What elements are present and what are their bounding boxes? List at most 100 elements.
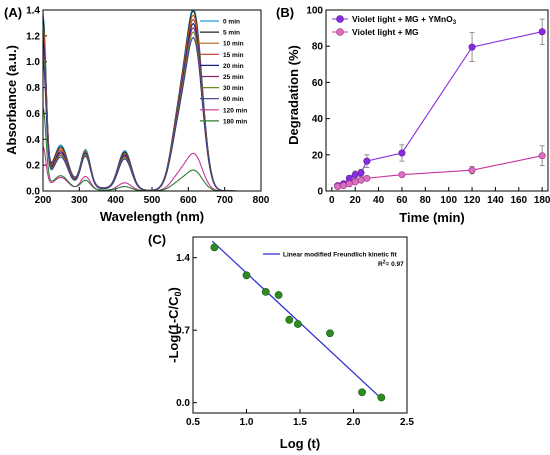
panel-c-xtick-label: 2.0: [347, 417, 361, 428]
panel-b-xtick-label: 160: [510, 195, 527, 206]
legend-a-label: 25 min: [223, 74, 244, 81]
panel-a-ytick-label: 0.6: [26, 109, 40, 120]
panel-a-xtick-label: 500: [144, 195, 161, 206]
panel-c-label: (C): [148, 232, 166, 247]
panel-c-ylabel: -Log(1-C/C0): [166, 287, 183, 363]
panel-b-ytick-label: 40: [312, 114, 324, 125]
legend-b1-label: Violet light + MG + YMnO3: [352, 14, 457, 26]
panel-c-ticks: 0.5 1.0 1.5 2.0 2.5 0.0 0.7 1.4: [176, 253, 414, 428]
panel-c-ylabel-prefix: -Log(1-C/C: [166, 296, 181, 363]
panel-a-xtick-label: 700: [216, 195, 233, 206]
panel-a-xtick-label: 200: [35, 195, 52, 206]
panel-c-xlabel: Log (t): [280, 436, 320, 451]
panel-a-ytick-label: 0.2: [26, 161, 40, 172]
panel-c-frame: [192, 236, 408, 414]
panel-b-frame: [325, 9, 549, 192]
panel-a-label: (A): [4, 5, 22, 20]
panel-a-ytick-label: 1.2: [26, 31, 40, 42]
legend-b1-sub: 3: [453, 20, 457, 26]
panel-b-label: (B): [276, 5, 294, 20]
legend-b1-marker: [336, 15, 344, 23]
legend-b2-label: Violet light + MG: [352, 27, 419, 37]
panel-b-xtick-label: 100: [440, 195, 457, 206]
panel-a-ylabel: Absorbance (a.u.): [4, 45, 19, 155]
panel-a-xtick-label: 800: [253, 195, 270, 206]
legend-c-r2-value: = 0.97: [385, 261, 404, 268]
panel-c-xtick-label: 1.0: [240, 417, 254, 428]
legend-a-label: 20 min: [223, 63, 244, 70]
legend-a-label: 30 min: [223, 85, 244, 92]
scatter-point: [261, 287, 270, 296]
scatter-point: [377, 393, 386, 402]
panel-b-ticks: 0 20 40 60 80 100 120 140 160 180 0 20 40 60 80 100: [306, 6, 550, 207]
data-point: [363, 174, 371, 182]
panel-b-ytick-label: 0: [317, 187, 323, 198]
data-point: [363, 157, 371, 165]
panel-b-legend: Violet light + MG + YMnO3 Violet light +…: [332, 14, 457, 37]
panel-b-xtick-label: 140: [487, 195, 504, 206]
legend-a-label: 60 min: [223, 96, 244, 103]
legend-c-r2-label: R: [378, 261, 383, 268]
panel-a: (A) Absorbance (a.u.) Wavelength (nm) 20…: [4, 5, 270, 224]
legend-a-label: 15 min: [223, 52, 244, 59]
panel-c-ytick-label: 0.7: [176, 326, 190, 337]
panel-b-xlabel: Time (min): [399, 210, 465, 225]
data-point: [351, 171, 359, 179]
panel-a-ytick-label: 0.4: [26, 135, 40, 146]
panel-c-ylabel-suffix: ): [166, 287, 181, 291]
scatter-point: [326, 329, 334, 338]
legend-b1-text: Violet light + MG + YMnO: [352, 14, 453, 24]
data-point: [538, 152, 546, 160]
panel-c-xtick-label: 2.5: [400, 417, 414, 428]
data-point: [334, 182, 342, 190]
panel-a-legend: 0 min 5 min 10 min 15 min 20 min 25 min 30 min…: [200, 19, 247, 125]
panel-c-xtick-label: 1.5: [293, 417, 307, 428]
panel-a-frame: [42, 9, 262, 192]
legend-a-label: 5 min: [223, 30, 240, 37]
panel-c-ytick-label: 0.0: [176, 398, 190, 409]
data-point: [357, 176, 365, 184]
panel-b-xtick-label: 120: [464, 195, 481, 206]
panel-b-ylabel: Degradation (%): [286, 45, 301, 145]
panel-b-ytick-label: 20: [312, 150, 324, 161]
panel-a-xtick-label: 400: [107, 195, 124, 206]
panel-c-ylabel-sub: 0: [173, 291, 183, 296]
panel-c-ytick-label: 1.4: [176, 253, 190, 264]
data-point: [357, 169, 365, 177]
panel-c: (C) -Log(1-C/C0) Log (t) 0.5 1.0 1.5 2.0 2.5…: [148, 232, 414, 451]
legend-b2-marker: [336, 28, 344, 36]
panel-b-ytick-label: 80: [312, 42, 324, 53]
panel-c-legend: Linear modified Freundlich kinetic fit R…: [263, 252, 404, 269]
scatter-point: [210, 243, 219, 252]
panel-b-ytick-label: 60: [312, 78, 324, 89]
data-point: [340, 182, 348, 190]
panel-c-series: [210, 240, 386, 402]
panel-b-xtick-label: 20: [350, 195, 362, 206]
legend-a-label: 10 min: [223, 41, 244, 48]
data-point: [398, 149, 406, 157]
legend-a-label: 0 min: [223, 19, 240, 26]
panel-b-xtick-label: 80: [420, 195, 432, 206]
panel-a-ytick-label: 0.8: [26, 83, 40, 94]
panel-a-ticks: 200 300 400 500 600 700 800 0.0 0.2 0.4 0.6 0.8 1.0 1…: [26, 6, 270, 207]
data-point: [398, 171, 406, 179]
legend-a-label: 180 min: [223, 118, 247, 125]
panel-b-ytick-label: 100: [306, 6, 323, 17]
panel-a-ytick-label: 1.0: [26, 57, 40, 68]
panel-b: (B) Degradation (%) Time (min) 0 20 40 60 80…: [276, 5, 550, 225]
data-point: [351, 178, 359, 186]
data-point: [345, 180, 353, 188]
legend-c-r2: R2= 0.97: [378, 260, 404, 269]
data-point: [538, 28, 546, 36]
panel-b-xtick-label: 40: [373, 195, 385, 206]
panel-a-xtick-label: 600: [180, 195, 197, 206]
data-point: [468, 43, 476, 51]
panel-a-xlabel: Wavelength (nm): [100, 209, 204, 224]
data-point: [468, 166, 476, 174]
absorbance-curve: [42, 146, 261, 192]
scatter-point: [358, 388, 366, 397]
panel-b-xtick-label: 60: [396, 195, 408, 206]
legend-c-r2-sup: 2: [383, 260, 386, 266]
scatter-point: [242, 271, 251, 280]
